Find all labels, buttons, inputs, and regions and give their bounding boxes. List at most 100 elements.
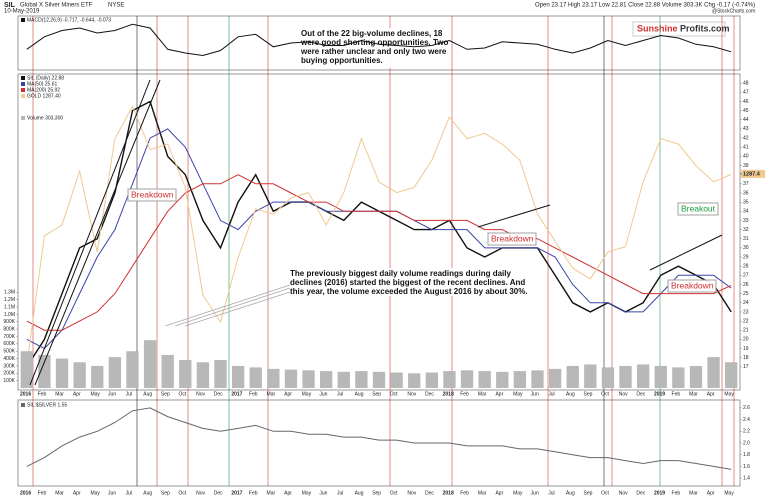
y-tick-label: 27 xyxy=(743,273,749,279)
annotation-text: Breakout xyxy=(681,203,716,213)
trend-line xyxy=(34,79,161,386)
x-tick-label: Jun xyxy=(319,391,327,397)
y-tick-label: 29 xyxy=(743,254,749,260)
price-panel xyxy=(17,73,741,391)
y-tick-label: 30 xyxy=(743,245,749,251)
volume-bar xyxy=(584,364,597,388)
legend-entry: MACD(12,26,9) -0.717, -0.644, -0.073 xyxy=(27,17,111,23)
volume-bar xyxy=(284,369,298,388)
y-tick-label: 48 xyxy=(743,80,749,86)
volume-bar xyxy=(390,372,403,388)
x-tick-label: Dec xyxy=(425,490,434,496)
x-tick-label: Feb xyxy=(460,490,469,496)
volume-bar xyxy=(513,371,527,388)
y-tick-label: 39 xyxy=(743,163,749,169)
volume-bar xyxy=(460,370,474,388)
annotation-box xyxy=(677,202,719,216)
volume-bar xyxy=(143,340,157,388)
x-tick-label: Oct xyxy=(178,490,186,496)
y2-tick-label: 1287.4 xyxy=(743,171,761,177)
volume-bar xyxy=(355,371,368,388)
series-line xyxy=(26,174,732,331)
annotation-text: The previously biggest daily volume read… xyxy=(290,269,511,278)
y-tick-label: 34 xyxy=(743,209,749,215)
x-tick-label: 2016 xyxy=(20,490,31,496)
y-tick-label: 18 xyxy=(743,355,749,361)
x-tick-label: 2019 xyxy=(654,391,665,397)
symbol: SIL xyxy=(4,2,16,9)
x-tick-label: Feb xyxy=(460,391,469,397)
trend-line xyxy=(29,79,151,386)
volume-bar xyxy=(231,365,245,388)
y-tick-label: 1.3M xyxy=(4,290,15,296)
annotation-text: were rather unclear and only two were xyxy=(300,47,447,56)
volume-bar xyxy=(320,371,333,388)
annotation-text: buying opportunities. xyxy=(301,56,383,65)
x-tick-label: Apr xyxy=(73,391,81,397)
y-tick-label: 41 xyxy=(743,145,749,151)
volume-bar xyxy=(108,357,122,388)
x-tick-label: Apr xyxy=(73,490,81,496)
series-line xyxy=(26,407,732,470)
x-tick-label: May xyxy=(90,490,100,496)
x-tick-label: Feb xyxy=(38,490,47,496)
x-tick-label: Dec xyxy=(214,391,223,397)
y-tick-label: 22 xyxy=(743,318,749,324)
volume-bar xyxy=(601,367,615,388)
x-tick-label: Nov xyxy=(619,490,628,496)
volume-bar xyxy=(707,357,720,388)
legend-swatch xyxy=(21,403,25,407)
annotation-text: this year, the volume exceeded the Augus… xyxy=(290,287,528,296)
x-tick-label: 2017 xyxy=(231,391,242,397)
legend-entry: SIL (Daily) 22.88 xyxy=(27,75,64,81)
x-tick-label: Mar xyxy=(478,391,487,397)
volume-bar xyxy=(337,371,350,388)
volume-bar xyxy=(20,351,33,388)
series-line xyxy=(26,128,732,350)
annotation-text: Out of the 22 big-volume declines, 18 xyxy=(301,29,443,38)
x-tick-label: Sep xyxy=(584,490,593,496)
y-tick-label: 24 xyxy=(743,300,749,306)
volume-bar xyxy=(496,371,509,388)
x-tick-label: Dec xyxy=(425,391,434,397)
x-tick-label: Mar xyxy=(267,490,276,496)
volume-bar xyxy=(267,368,280,388)
series-line xyxy=(26,105,732,366)
logo-a: Sunshine xyxy=(637,23,678,33)
x-tick-label: Apr xyxy=(495,490,503,496)
y-tick-label: 19 xyxy=(743,346,749,352)
x-tick-label: Jun xyxy=(531,490,539,496)
y-tick-label: 2.0 xyxy=(743,440,750,446)
y-tick-label: 23 xyxy=(743,309,749,315)
x-tick-label: Aug xyxy=(566,490,575,496)
y-tick-label: 1.4 xyxy=(743,475,750,481)
x-tick-label: Sep xyxy=(372,490,381,496)
y-tick-label: 26 xyxy=(743,282,749,288)
source: @StockCharts.com xyxy=(712,8,755,14)
y-tick-label: 2.2 xyxy=(743,429,750,435)
annotation-text: were good shorting opportunities. Two xyxy=(300,38,449,47)
y-tick-label: 2.6 xyxy=(743,405,750,411)
volume-bar xyxy=(38,354,51,388)
y-tick-label: 47 xyxy=(743,90,749,96)
volume-bar xyxy=(302,370,315,388)
annotation-text: declines (2016) started the biggest of t… xyxy=(290,278,525,287)
legend-swatch xyxy=(21,88,25,92)
macd-panel xyxy=(17,15,741,71)
annotation-text: Breakdown xyxy=(671,280,714,290)
volume-bar xyxy=(372,371,386,388)
x-tick-label: Sep xyxy=(161,490,170,496)
y2-tick-box xyxy=(741,169,765,178)
legend-entry: MA(200) 25.92 xyxy=(27,87,60,93)
x-tick-label: Aug xyxy=(355,391,364,397)
x-tick-label: Feb xyxy=(672,490,681,496)
x-tick-label: Nov xyxy=(407,490,416,496)
y-tick-label: 100K xyxy=(3,378,15,384)
x-tick-label: Apr xyxy=(707,391,715,397)
logo-box xyxy=(632,21,726,37)
legend-swatch xyxy=(21,116,25,120)
volume-bar xyxy=(531,370,544,388)
volume-bar xyxy=(443,371,456,388)
trend-line xyxy=(649,234,723,271)
